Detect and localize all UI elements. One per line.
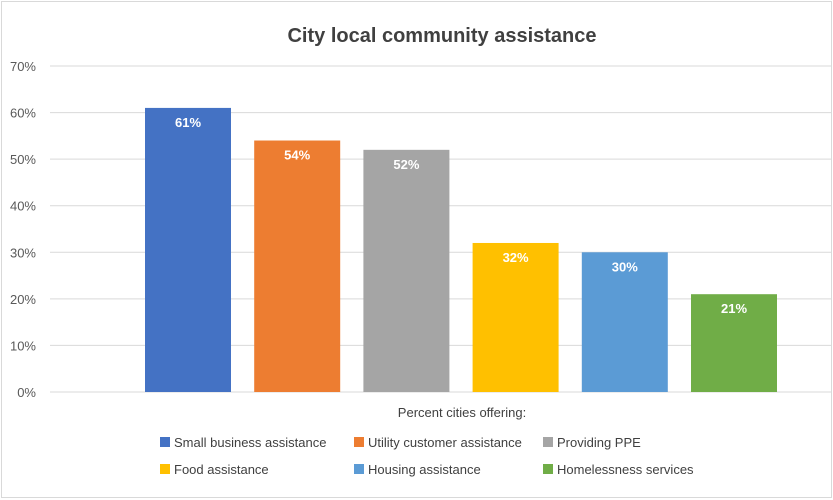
bar <box>145 107 231 393</box>
bar <box>363 149 450 392</box>
bar <box>472 242 559 392</box>
legend-swatch <box>160 437 170 447</box>
legend-label: Small business assistance <box>174 435 326 450</box>
y-tick-label: 10% <box>10 338 36 353</box>
data-label: 30% <box>612 259 638 274</box>
data-labels: 61% 54% 52% 32% 30% 21% <box>175 115 747 316</box>
y-tick-label: 40% <box>10 199 36 214</box>
legend-label: Homelessness services <box>557 462 694 477</box>
y-tick-label: 20% <box>10 292 36 307</box>
bar <box>581 252 668 392</box>
legend-swatch <box>543 437 553 447</box>
legend-label: Food assistance <box>174 462 269 477</box>
legend-label: Providing PPE <box>557 435 641 450</box>
y-tick-label: 50% <box>10 152 36 167</box>
legend-label: Utility customer assistance <box>368 435 522 450</box>
y-tick-label: 0% <box>17 385 36 400</box>
legend-label: Housing assistance <box>368 462 481 477</box>
legend-swatch <box>354 464 364 474</box>
y-tick-label: 30% <box>10 245 36 260</box>
legend: Small business assistance Utility custome… <box>160 435 694 477</box>
bar <box>691 294 777 392</box>
legend-swatch <box>543 464 553 474</box>
legend-swatch <box>160 464 170 474</box>
data-label: 54% <box>284 148 310 163</box>
bar <box>254 140 341 392</box>
legend-swatch <box>354 437 364 447</box>
chart-title: City local community assistance <box>287 25 596 47</box>
data-label: 52% <box>393 157 419 172</box>
bars <box>145 107 777 393</box>
x-axis-label: Percent cities offering: <box>398 405 526 420</box>
y-tick-label: 70% <box>10 59 36 74</box>
data-label: 32% <box>503 250 529 265</box>
data-label: 21% <box>721 301 747 316</box>
y-tick-label: 60% <box>10 106 36 121</box>
y-axis-ticks: 0% 10% 20% 30% 40% 50% 60% 70% <box>10 59 36 400</box>
data-label: 61% <box>175 115 201 130</box>
